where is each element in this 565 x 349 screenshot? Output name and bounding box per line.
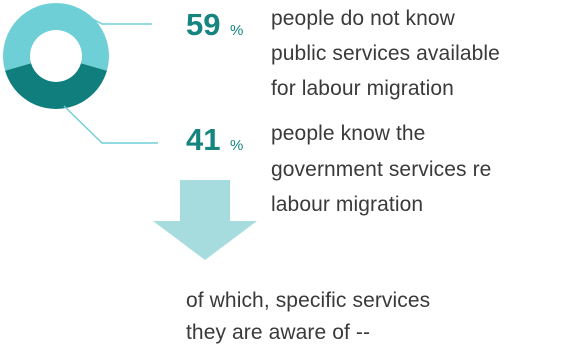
slice-2-label-line-1: people know the bbox=[271, 122, 426, 145]
callout-line-2: they are aware of -- bbox=[186, 321, 371, 344]
callout-line-1: of which, specific services bbox=[186, 289, 431, 312]
leader-line-top bbox=[77, 10, 152, 25]
donut-slice-1 bbox=[2, 2, 110, 71]
slice-2-label-line-3: labour migration bbox=[271, 193, 424, 216]
slice-1-label-line-1: people do not know bbox=[271, 7, 455, 30]
down-arrow-icon bbox=[153, 180, 257, 260]
slice-2-percent-sign: % bbox=[230, 137, 244, 154]
slice-2-label-line-2: government services re bbox=[271, 158, 492, 181]
slice-1-label-line-2: public services available bbox=[271, 42, 500, 65]
slice-1-percent-sign: % bbox=[230, 22, 244, 39]
slice-1-value: 59 bbox=[186, 7, 221, 42]
slice-1-label-line-3: for labour migration bbox=[271, 77, 454, 100]
donut-slice-2 bbox=[5, 63, 107, 109]
slice-2-value: 41 bbox=[186, 122, 221, 157]
leader-line-bottom bbox=[63, 105, 158, 144]
